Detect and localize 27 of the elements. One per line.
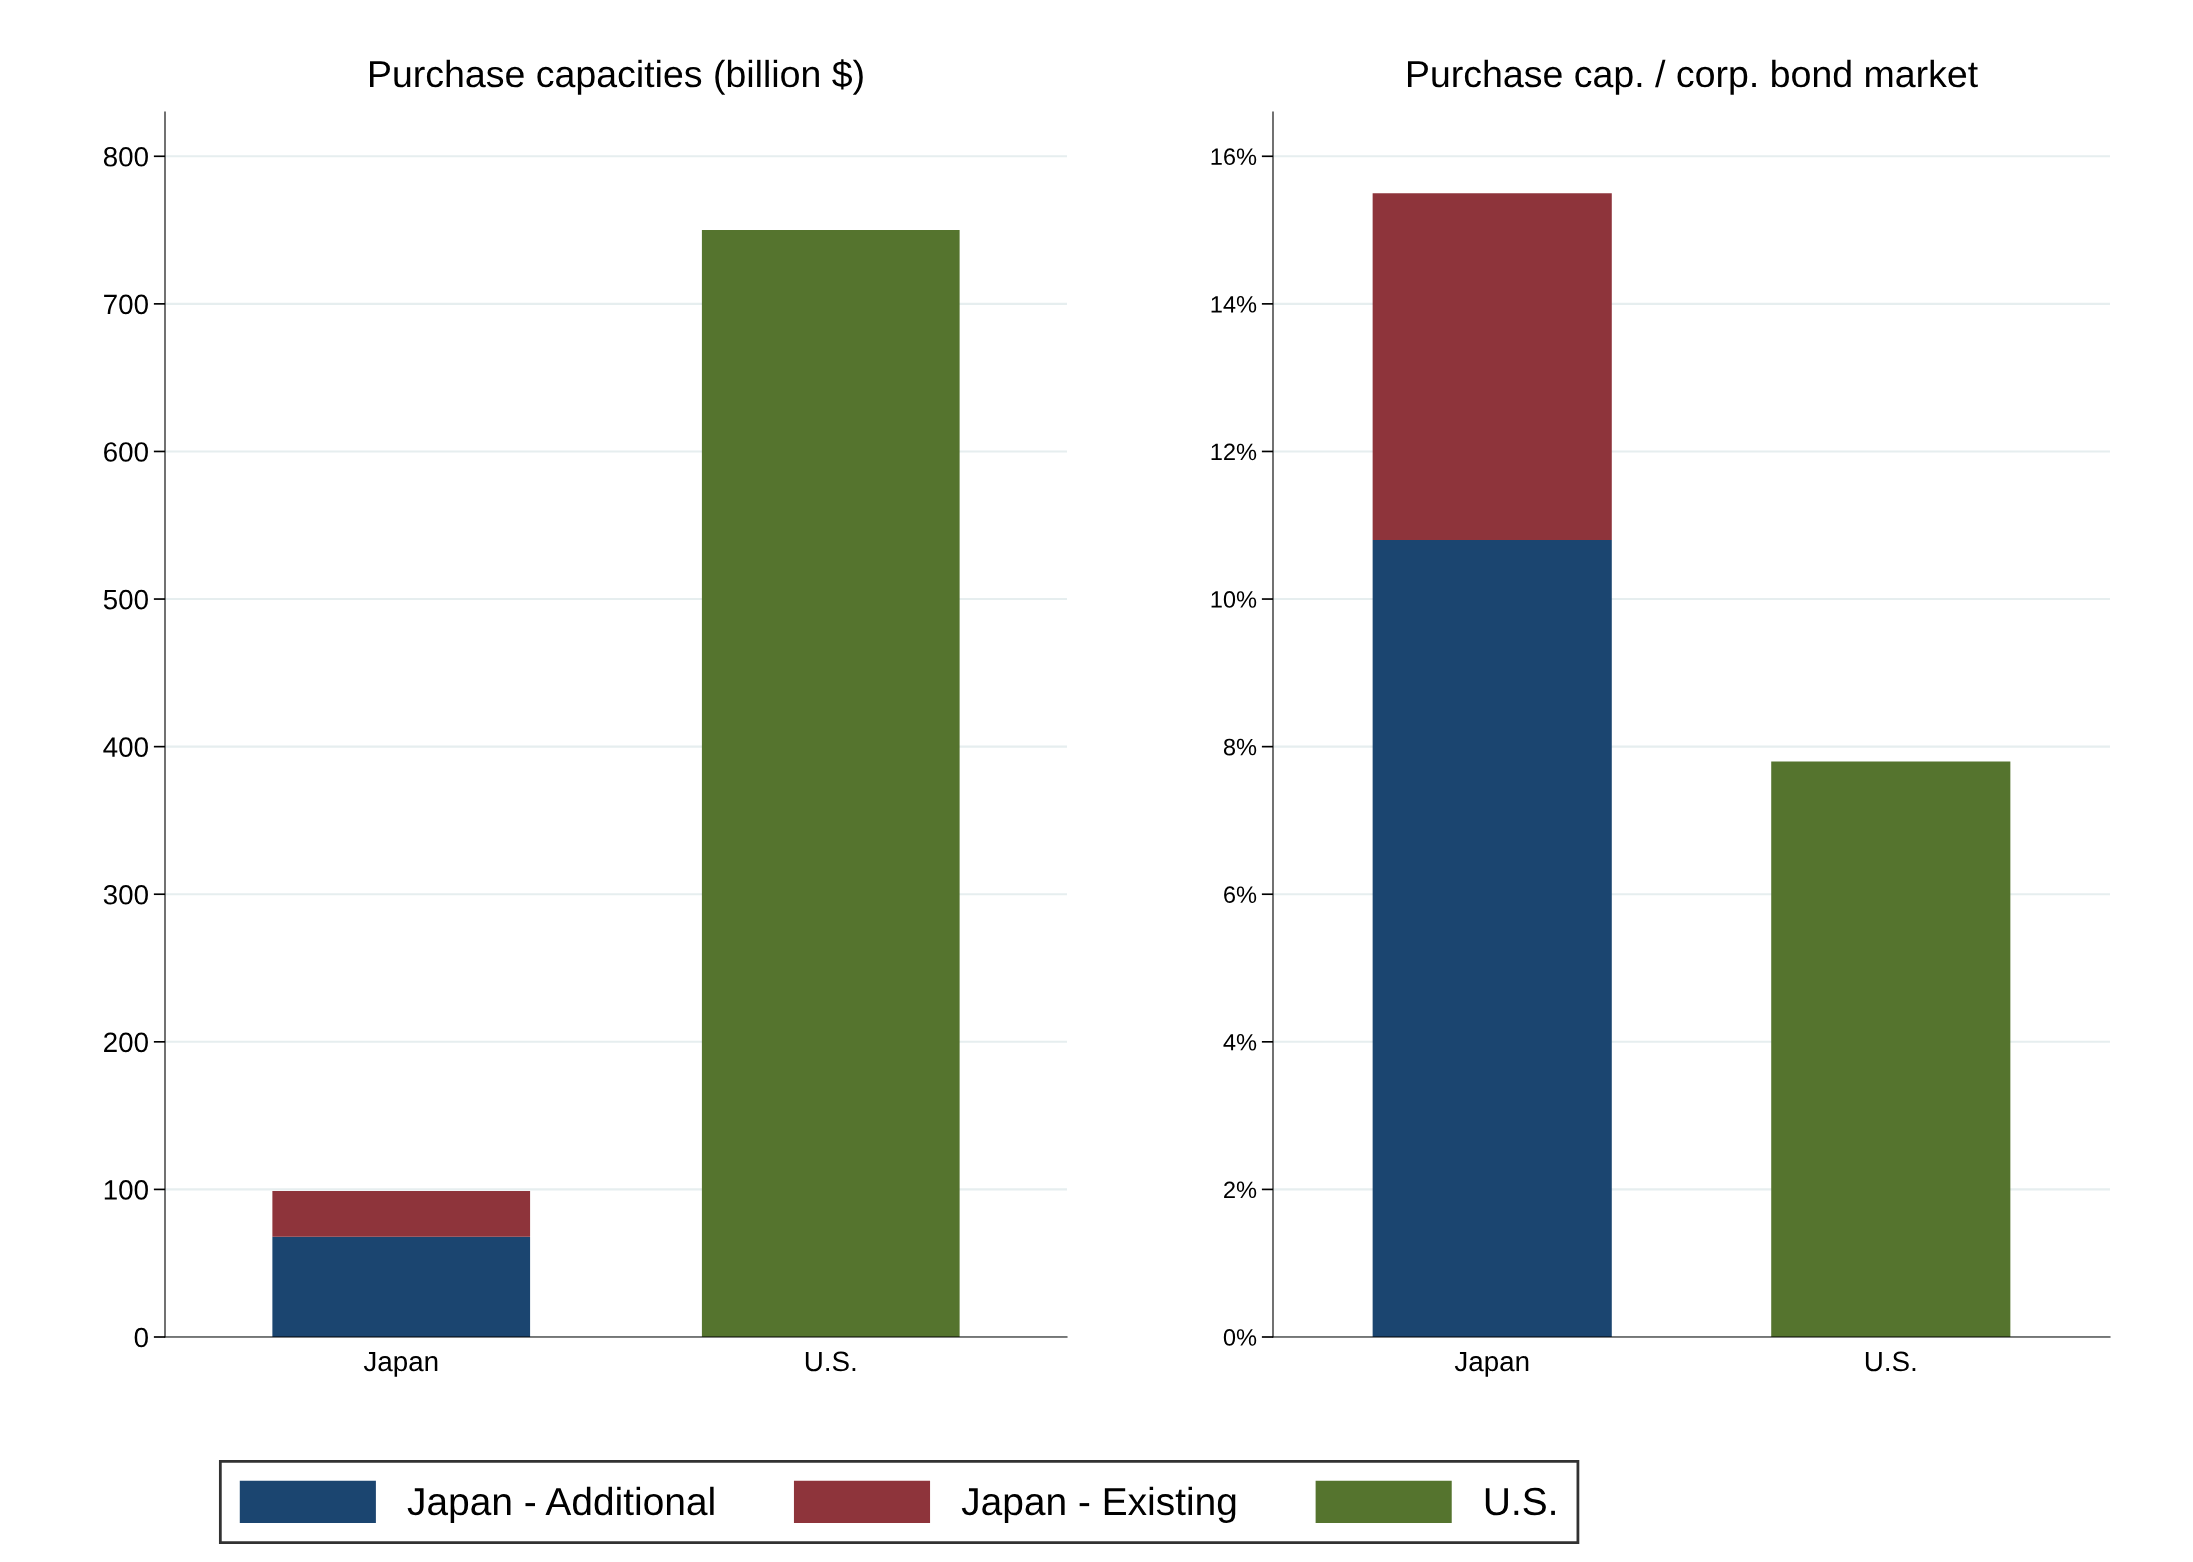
x-tick-label: Japan — [1454, 1351, 1529, 1377]
chart-title: Purchase cap. / corp. bond market — [1407, 59, 1978, 95]
y-tick-label: 10% — [1211, 591, 1257, 608]
y-tick-label: 700 — [104, 294, 148, 315]
y-tick-label: 0% — [1223, 1329, 1257, 1346]
legend-label: U.S. — [1485, 1487, 1555, 1516]
y-tick-label: 14% — [1211, 296, 1257, 313]
x-tick-label: Japan — [363, 1351, 438, 1377]
y-tick-label: 400 — [103, 737, 148, 757]
y-tick-label: 200 — [104, 1032, 148, 1053]
y-tick-label: 6% — [1224, 886, 1257, 904]
y-tick-label: 16% — [1211, 148, 1257, 166]
y-tick-label: 500 — [103, 589, 148, 610]
y-tick-label: 12% — [1211, 443, 1257, 461]
y-tick-label: 4% — [1223, 1033, 1257, 1051]
legend-label: Japan - Existing — [961, 1486, 1236, 1524]
y-tick-label: 800 — [103, 146, 148, 167]
chart-title: Purchase capacities (billion $) — [370, 59, 863, 95]
legend-label: Japan - Additional — [407, 1486, 714, 1524]
y-tick-label: 100 — [104, 1180, 148, 1200]
x-tick-label: U.S. — [1865, 1351, 1916, 1372]
y-tick-label: 8% — [1223, 738, 1257, 756]
y-tick-label: 0 — [134, 1327, 148, 1348]
x-tick-label: U.S. — [805, 1351, 856, 1372]
y-tick-label: 2% — [1224, 1181, 1257, 1199]
y-tick-label: 600 — [104, 442, 148, 462]
y-tick-label: 300 — [103, 884, 148, 905]
